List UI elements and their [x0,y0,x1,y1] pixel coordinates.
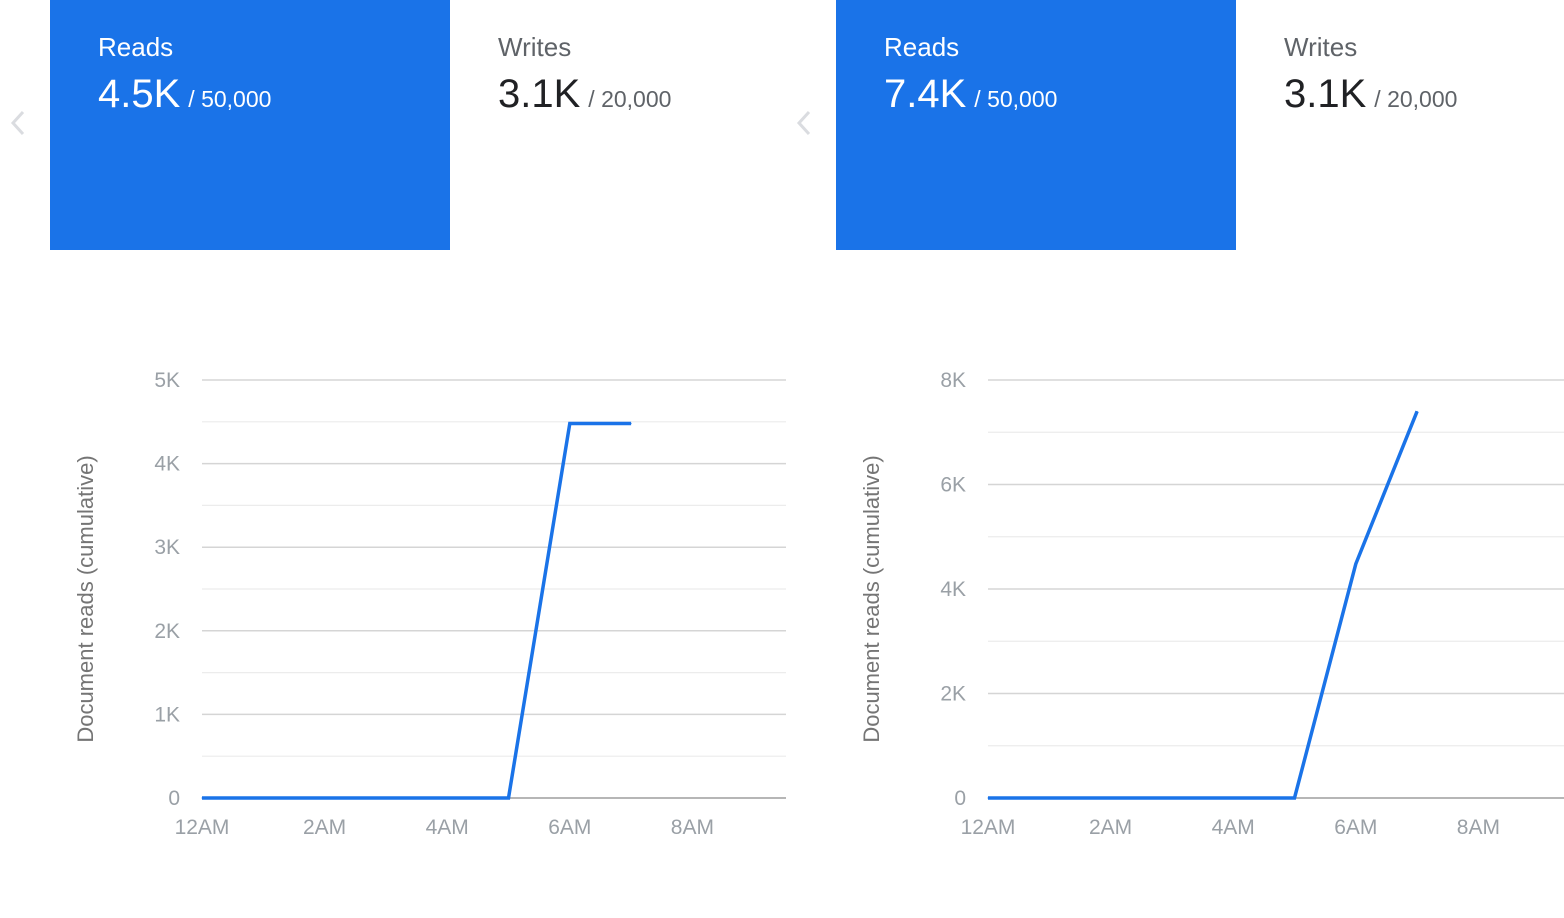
y-tick-label: 2K [154,620,180,643]
y-tick-label: 6K [940,474,966,497]
reads-value-row: 4.5K / 50,000 [98,70,450,118]
writes-value: 3.1K [498,72,581,116]
reads-value: 7.4K [884,72,967,116]
writes-value: 3.1K [1284,72,1367,116]
writes-limit: / 20,000 [1374,86,1458,112]
x-tick-label: 12AM [175,816,230,839]
y-tick-label: 4K [940,578,966,601]
reads-value-row: 7.4K / 50,000 [884,70,1236,118]
writes-limit: / 20,000 [588,86,672,112]
reads-label: Reads [98,32,174,62]
usage-panel-right: Reads 7.4K / 50,000 Writes 3.1K / 20,000 0… [786,0,1564,918]
x-tick-label: 6AM [548,816,591,839]
reads-card[interactable]: Reads 4.5K / 50,000 [50,0,450,250]
x-tick-label: 8AM [1457,816,1500,839]
reads-value: 4.5K [98,72,181,116]
data-point [1416,410,1418,412]
data-point [987,797,989,799]
y-tick-label: 1K [154,703,180,726]
data-point [508,797,509,799]
y-tick-label: 0 [168,787,180,810]
usage-panel-left: Reads 4.5K / 50,000 Writes 3.1K / 20,000 0… [8,0,786,839]
data-point [1294,797,1295,799]
writes-value-row: 3.1K / 20,000 [1284,70,1564,118]
x-tick-label: 4AM [426,816,469,839]
series-line [988,410,1419,800]
y-tick-label: 3K [154,536,180,559]
chevron-left-icon[interactable] [794,108,814,138]
x-tick-label: 8AM [671,816,714,839]
reads-chart: 0 2K 4K 6K 8K 12AM 2AM 4AM 6AM 8AM Document reads … [859,369,1564,839]
reads-label: Reads [884,32,960,62]
data-point [1355,563,1357,565]
x-tick-label: 2AM [303,816,346,839]
data-point [630,422,632,424]
series-line [202,421,632,800]
y-tick-label: 8K [940,369,966,392]
x-tick-label: 12AM [961,816,1016,839]
y-axis-title: Document reads (cumulative) [73,455,98,742]
data-point [201,797,203,799]
writes-label: Writes [1284,32,1358,62]
reads-limit: / 50,000 [188,86,272,112]
writes-label: Writes [498,32,572,62]
data-point [569,422,571,424]
x-tick-label: 2AM [1089,816,1132,839]
reads-chart: 0 1K 2K 3K 4K 5K 12AM 2AM 4AM 6AM 8AM Document read… [73,369,786,839]
y-tick-label: 4K [154,453,180,476]
writes-card[interactable]: Writes 3.1K / 20,000 [1236,0,1564,250]
reads-limit: / 50,000 [974,86,1058,112]
y-tick-label: 5K [154,369,180,392]
chevron-left-icon[interactable] [8,108,28,138]
x-tick-label: 4AM [1212,816,1255,839]
writes-value-row: 3.1K / 20,000 [498,70,850,118]
y-tick-label: 0 [954,787,966,810]
reads-card[interactable]: Reads 7.4K / 50,000 [836,0,1236,250]
y-tick-label: 2K [940,683,966,706]
writes-card[interactable]: Writes 3.1K / 20,000 [450,0,850,250]
x-tick-label: 6AM [1334,816,1377,839]
y-axis-title: Document reads (cumulative) [859,455,884,742]
